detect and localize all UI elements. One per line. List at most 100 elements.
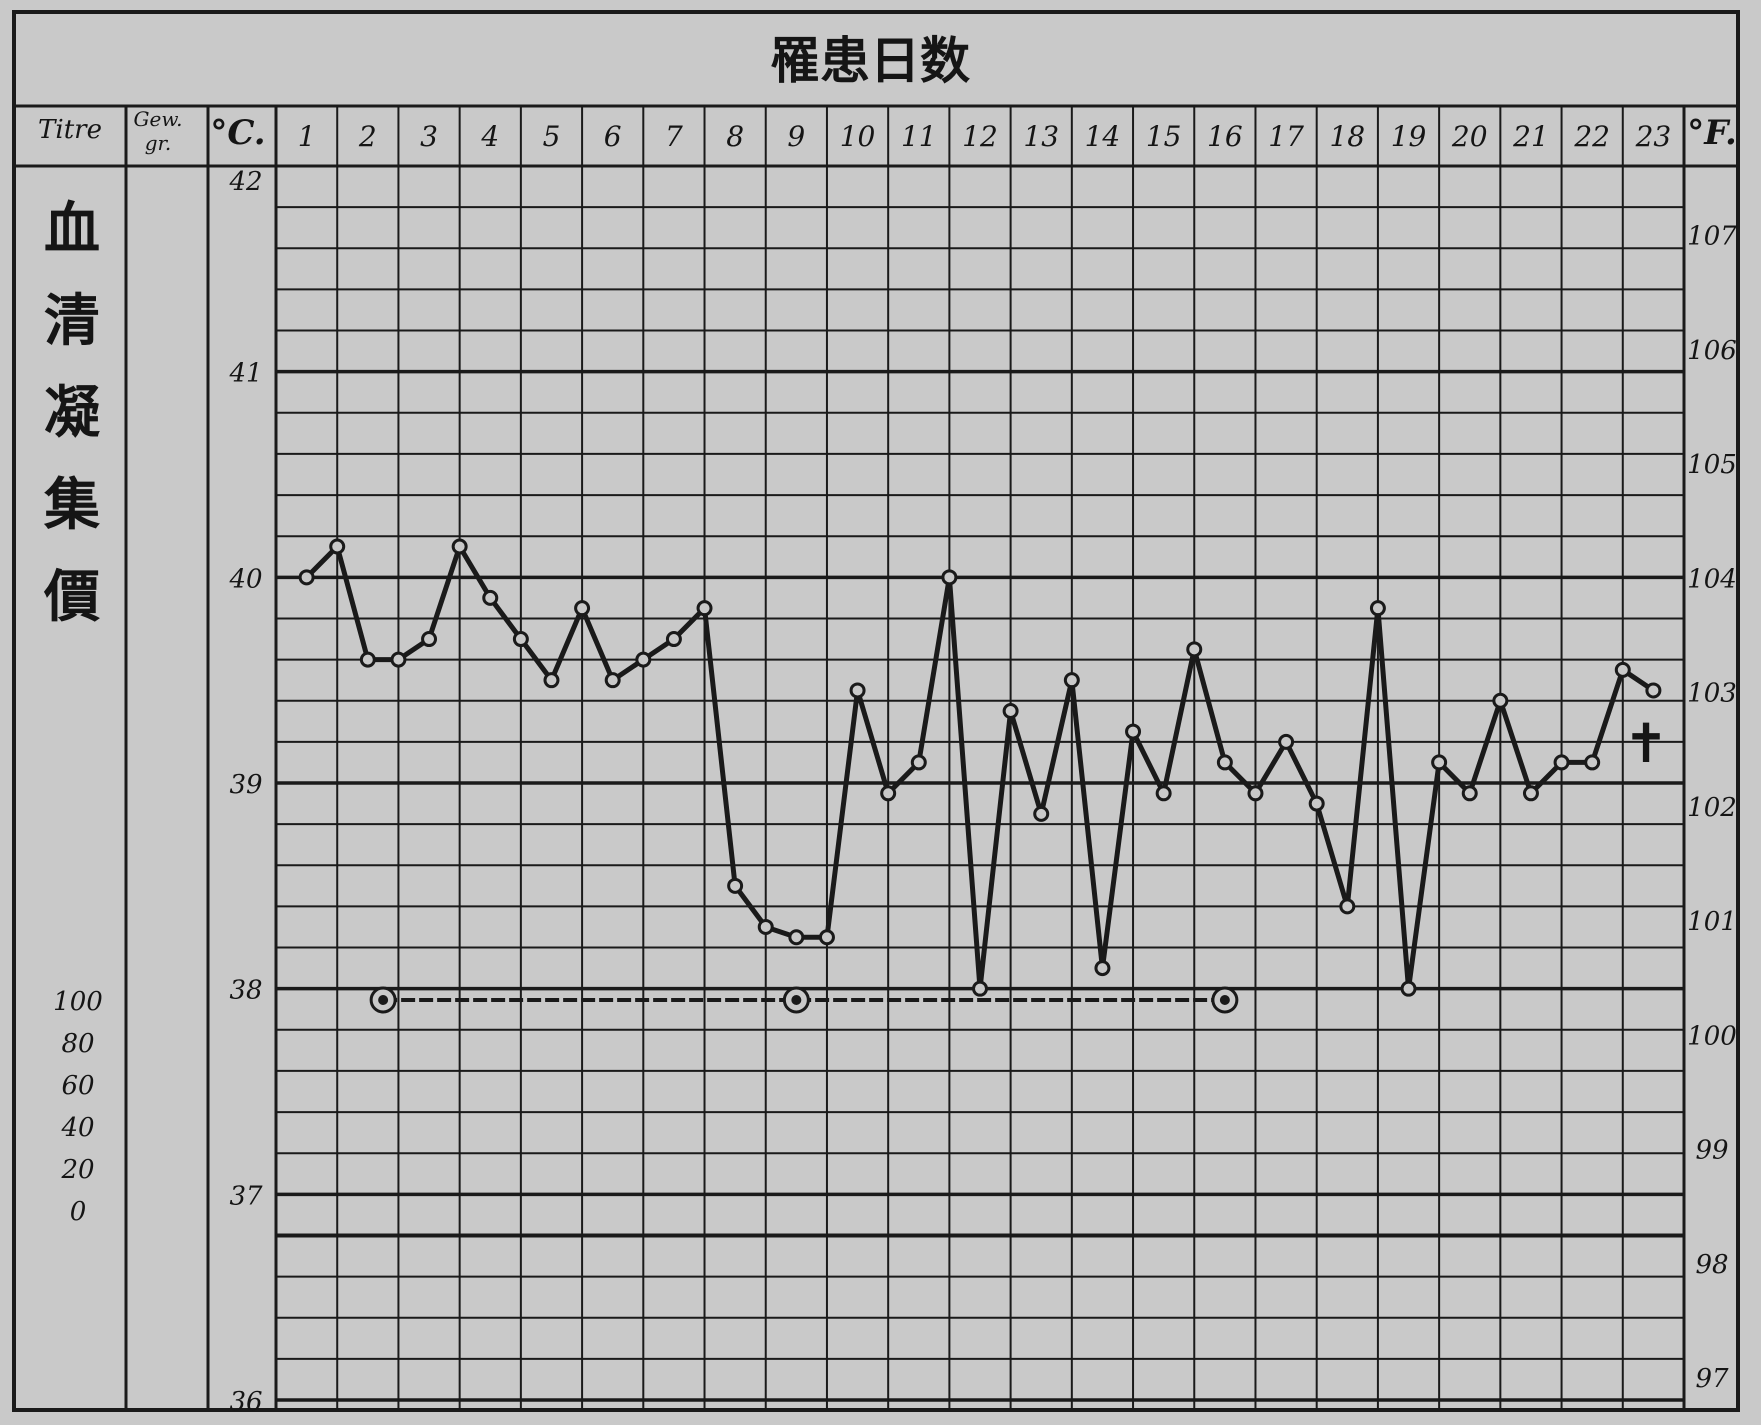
outer-frame [12, 10, 1740, 1412]
temperature-point-26 [1063, 672, 1080, 689]
temperature-point-35 [1339, 898, 1356, 915]
y-left-tick-41: 41 [228, 359, 262, 389]
x-tick-label-15: 15 [1146, 120, 1182, 153]
y-right-tick-99: 99 [1695, 1136, 1728, 1166]
x-tick-label-18: 18 [1329, 120, 1365, 153]
temperature-point-43 [1584, 754, 1601, 771]
temperature-point-29 [1155, 785, 1172, 802]
temperature-point-44 [1614, 661, 1631, 678]
titre-point-center-2 [791, 995, 802, 1005]
x-tick-label-20: 20 [1451, 120, 1488, 153]
titre-scale-label-80: 80 [61, 1029, 94, 1059]
x-tick-label-5: 5 [543, 120, 561, 153]
x-axis-day-labels: 1 2 3 4 5 6 7 8 9 10 11 12 13 14 15 16 17 18 19 20 21 22 23 [298, 120, 1672, 153]
temperature-point-12 [635, 651, 652, 668]
temperature-point-14 [696, 600, 713, 617]
x-tick-label-8: 8 [726, 120, 744, 153]
temperature-point-27 [1094, 960, 1111, 977]
temperature-point-10 [574, 600, 591, 617]
temperature-point-33 [1278, 733, 1295, 750]
x-tick-label-6: 6 [604, 120, 622, 153]
x-tick-label-9: 9 [787, 120, 805, 153]
y-left-tick-40: 40 [228, 564, 262, 594]
temperature-point-1 [298, 569, 315, 586]
temperature-point-30 [1186, 641, 1203, 658]
x-tick-label-23: 23 [1635, 120, 1672, 153]
titre-scale-label-40: 40 [60, 1113, 94, 1143]
side-label-char: 血 [44, 197, 100, 262]
y-right-tick-107: 107 [1687, 222, 1737, 252]
x-tick-label-22: 22 [1573, 120, 1610, 153]
temperature-point-32 [1247, 785, 1264, 802]
temperature-point-19 [849, 682, 866, 699]
y-left-tick-38: 38 [229, 976, 262, 1006]
fahrenheit-header: °F. [1687, 113, 1737, 153]
temperature-point-39 [1461, 785, 1478, 802]
x-tick-label-7: 7 [665, 120, 683, 153]
titre-point-center-3 [1219, 995, 1230, 1005]
temperature-point-21 [910, 754, 927, 771]
temperature-point-5 [421, 631, 438, 648]
titre-scale: 100 80 60 40 20 0 [53, 987, 103, 1227]
y-right-tick-100: 100 [1687, 1021, 1737, 1051]
y-left-tick-39: 39 [229, 770, 262, 800]
x-tick-label-3: 3 [420, 120, 438, 153]
temperature-point-36 [1369, 600, 1386, 617]
temperature-point-20 [880, 785, 897, 802]
temperature-point-42 [1553, 754, 1570, 771]
temperature-point-41 [1522, 785, 1539, 802]
y-left-tick-37: 37 [229, 1181, 263, 1211]
x-tick-label-21: 21 [1512, 120, 1549, 153]
x-tick-label-17: 17 [1268, 120, 1304, 153]
y-right-tick-105: 105 [1687, 450, 1737, 480]
x-tick-label-14: 14 [1085, 120, 1121, 153]
temperature-point-38 [1431, 754, 1448, 771]
death-cross-marker: ✝ [1623, 712, 1668, 775]
y-right-tick-103: 103 [1687, 679, 1737, 709]
gew-column-unit: gr. [145, 131, 172, 155]
temperature-point-40 [1492, 692, 1509, 709]
x-tick-label-11: 11 [901, 120, 937, 153]
titre-scale-label-60: 60 [61, 1071, 94, 1101]
temperature-point-45 [1645, 682, 1662, 699]
temperature-point-16 [757, 918, 774, 935]
temperature-point-22 [941, 569, 958, 586]
y-right-tick-97: 97 [1695, 1364, 1729, 1394]
y-right-tick-104: 104 [1687, 564, 1737, 594]
series-temperature [298, 538, 1662, 997]
chart-grid [14, 104, 1738, 1410]
y-axis-fahrenheit: 107 106 105 104 103 102 101 100 99 98 97 [1687, 222, 1737, 1395]
celsius-header: °C. [210, 113, 265, 153]
y-axis-celsius: 42 41 40 39 38 37 36 [228, 167, 263, 1417]
series-titre [369, 986, 1239, 1014]
y-left-tick-42: 42 [228, 167, 262, 197]
side-label-char: 凝 [44, 381, 100, 446]
temperature-point-37 [1400, 980, 1417, 997]
temperature-point-13 [665, 631, 682, 648]
y-right-tick-102: 102 [1687, 793, 1737, 823]
temperature-point-4 [390, 651, 407, 668]
side-label-char: 清 [44, 289, 100, 354]
x-tick-label-19: 19 [1391, 120, 1427, 153]
x-tick-label-1: 1 [298, 120, 316, 153]
temperature-point-3 [359, 651, 376, 668]
temperature-point-18 [818, 929, 835, 946]
temperature-point-23 [972, 980, 988, 997]
gew-column-header: Gew. [134, 107, 183, 131]
temperature-point-28 [1125, 723, 1142, 740]
temperature-point-24 [1002, 703, 1019, 720]
side-label-char: 集 [43, 473, 100, 538]
temperature-point-34 [1308, 795, 1325, 812]
side-label-char: 價 [43, 565, 100, 630]
x-tick-label-10: 10 [840, 120, 876, 153]
temperature-point-9 [543, 672, 560, 689]
y-right-tick-98: 98 [1695, 1250, 1728, 1280]
titre-column-header: Titre [38, 115, 102, 145]
temperature-point-31 [1216, 754, 1233, 771]
temperature-point-15 [727, 877, 744, 894]
x-tick-label-13: 13 [1023, 120, 1059, 153]
temperature-point-8 [512, 631, 529, 648]
x-tick-label-12: 12 [962, 120, 998, 153]
